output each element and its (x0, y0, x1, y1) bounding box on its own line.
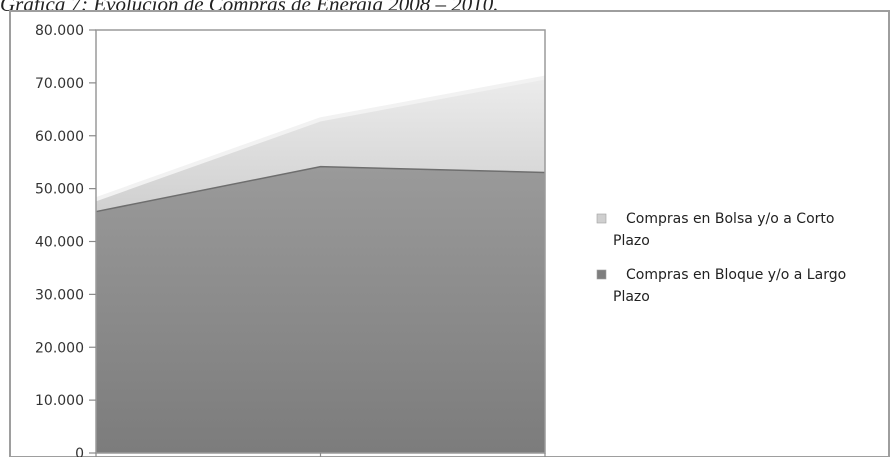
area-series-2 (96, 77, 545, 211)
area-edge-2 (95, 75, 546, 202)
y-tick-label: 30.000 (35, 287, 84, 303)
legend-swatch (596, 269, 607, 280)
legend-swatch (596, 213, 607, 224)
y-tick-label: 10.000 (35, 393, 84, 409)
y-tick-label: 60.000 (35, 129, 84, 145)
y-tick-label: 0 (75, 446, 84, 457)
y-tick-label: 80.000 (35, 23, 84, 39)
area-edge-1 (95, 164, 546, 213)
legend-label: Compras en Bolsa y/o a Corto Plazo (613, 211, 834, 249)
y-tick-label: 70.000 (35, 76, 84, 92)
legend-label: Compras en Bloque y/o a Largo Plazo (613, 267, 846, 305)
area-series-1 (96, 165, 545, 454)
y-tick-label: 20.000 (35, 340, 84, 356)
y-tick-label: 50.000 (35, 182, 84, 198)
y-tick-label: 40.000 (35, 235, 84, 251)
